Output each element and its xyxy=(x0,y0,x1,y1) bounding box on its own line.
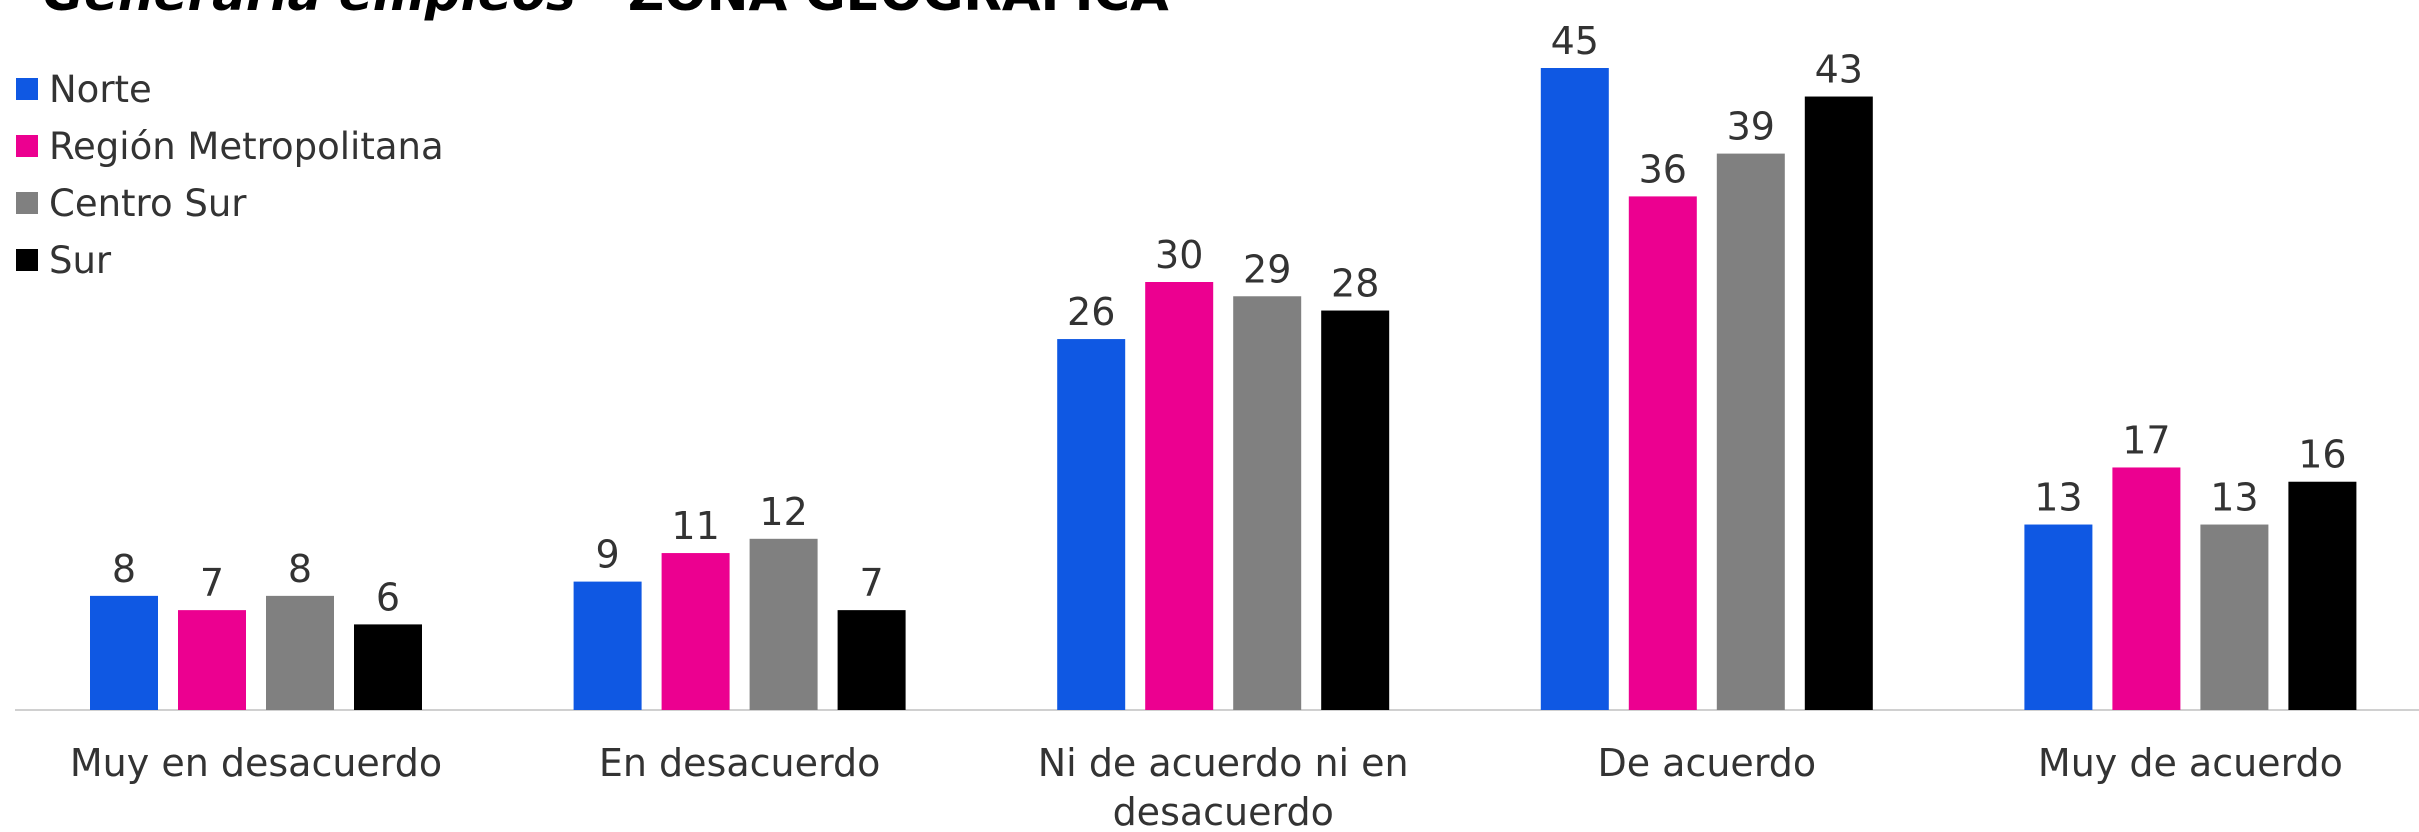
bar xyxy=(1145,282,1214,710)
x-tick-label: De acuerdo xyxy=(1597,741,1816,785)
value-label: 45 xyxy=(1551,19,1599,63)
value-label: 7 xyxy=(860,561,884,605)
x-tick-label: En desacuerdo xyxy=(599,741,880,785)
value-label: 6 xyxy=(376,575,400,619)
title: Generaría empleos xyxy=(43,0,576,22)
value-label: 16 xyxy=(2298,433,2346,477)
bar xyxy=(661,553,730,710)
value-label: 11 xyxy=(671,504,719,548)
bar xyxy=(1321,310,1390,710)
value-label: 13 xyxy=(2034,476,2082,520)
bar xyxy=(2200,524,2269,710)
bar xyxy=(266,595,334,710)
x-tick-label: Ni de acuerdo ni en desacuerdo xyxy=(1038,741,1409,832)
legend-label: Norte xyxy=(49,68,152,111)
bar xyxy=(2112,467,2181,710)
bar xyxy=(837,610,906,710)
value-label: 17 xyxy=(2122,418,2170,462)
legend-label: Centro Sur xyxy=(49,182,247,225)
value-label: 39 xyxy=(1727,105,1775,149)
legend-label: Sur xyxy=(49,239,112,282)
legend-swatch xyxy=(16,135,38,157)
bar xyxy=(2024,524,2093,710)
x-tick-label: Muy de acuerdo xyxy=(2038,741,2343,785)
value-label: 7 xyxy=(200,561,224,605)
bar xyxy=(1233,296,1302,710)
value-label: 30 xyxy=(1155,233,1203,277)
bar xyxy=(354,624,422,710)
legend-swatch xyxy=(16,249,38,271)
value-label: 29 xyxy=(1243,247,1291,291)
legend-swatch xyxy=(16,192,38,214)
value-label: 36 xyxy=(1639,147,1687,191)
value-label: 8 xyxy=(112,547,136,591)
value-label: 43 xyxy=(1815,48,1863,92)
bar xyxy=(573,581,642,710)
bar xyxy=(1540,68,1609,710)
bar xyxy=(1804,96,1873,711)
bar xyxy=(90,595,158,710)
value-label: 13 xyxy=(2210,476,2258,520)
subtitle: - ZONA GEOGRÁFICA xyxy=(590,0,1169,22)
value-label: 9 xyxy=(596,533,620,577)
value-label: 26 xyxy=(1067,290,1115,334)
bar xyxy=(1716,153,1785,711)
legend-swatch xyxy=(16,78,38,100)
value-label: 28 xyxy=(1331,262,1379,306)
legend-label: Región Metropolitana xyxy=(49,125,444,168)
bar xyxy=(1057,339,1126,710)
x-tick-label: Muy en desacuerdo xyxy=(70,741,442,785)
bar xyxy=(1628,196,1697,710)
chart-title: Generaría empleos - ZONA GEOGRÁFICA xyxy=(43,0,1169,22)
bar xyxy=(749,538,818,710)
value-label: 12 xyxy=(759,490,807,534)
bar xyxy=(178,610,246,710)
value-label: 8 xyxy=(288,547,312,591)
bar xyxy=(2288,481,2357,710)
